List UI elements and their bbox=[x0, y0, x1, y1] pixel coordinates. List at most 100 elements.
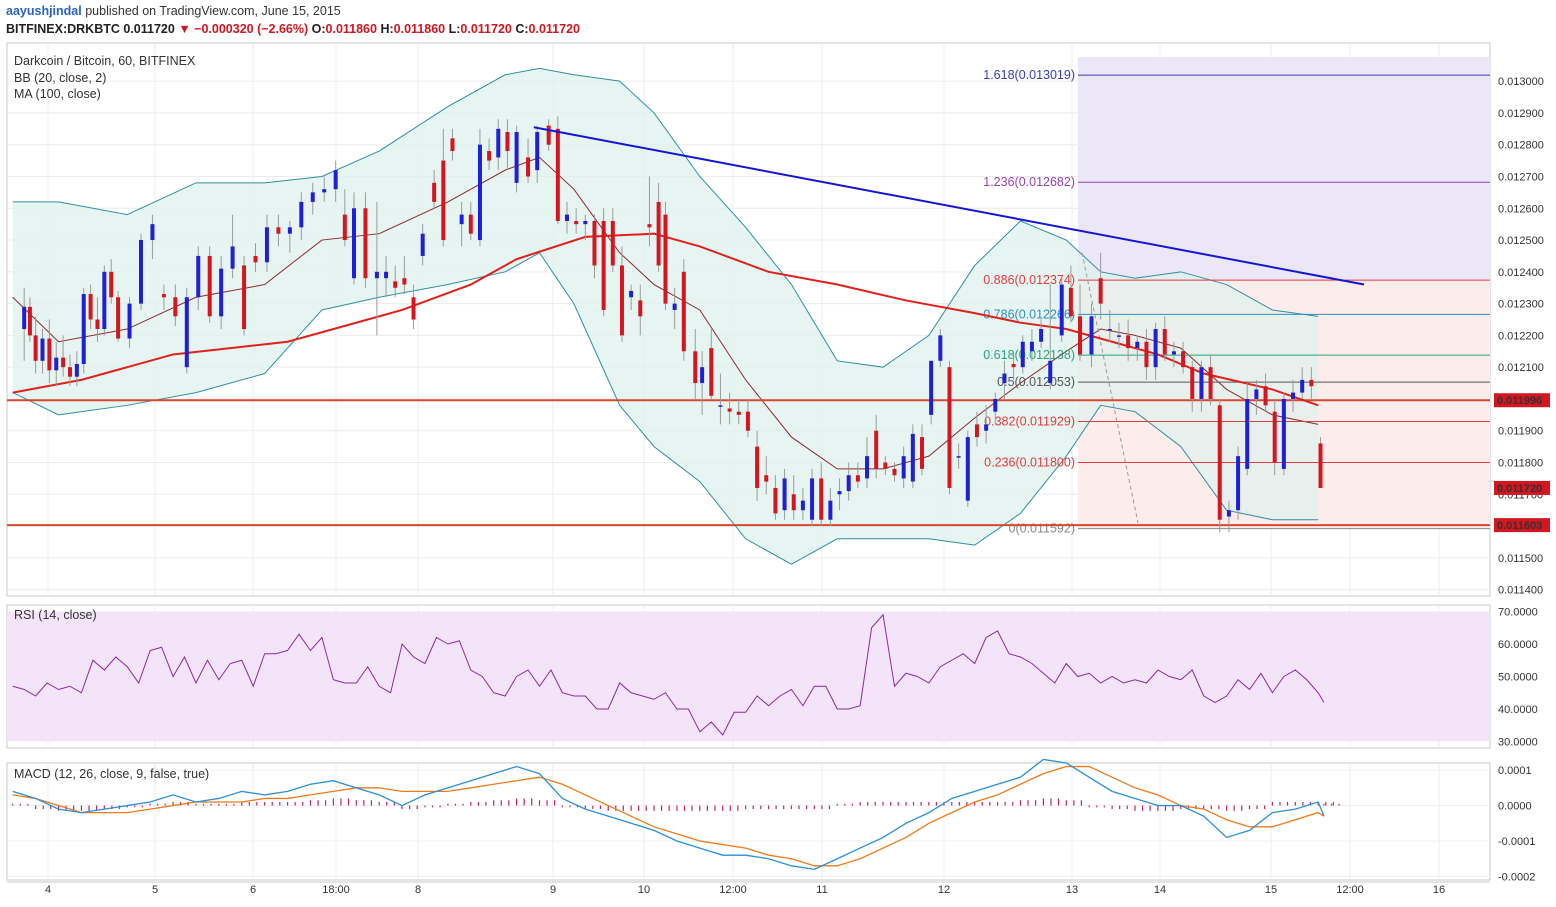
candle-body bbox=[1236, 456, 1241, 511]
candle-body bbox=[276, 227, 281, 234]
x-tick-label: 18:00 bbox=[322, 884, 350, 896]
candle-body bbox=[505, 131, 510, 152]
candle-body bbox=[33, 335, 38, 361]
candle-body bbox=[54, 357, 59, 371]
candle-body bbox=[196, 255, 201, 298]
candle-body bbox=[647, 224, 652, 228]
candle-body bbox=[1002, 373, 1007, 384]
fib-level-label: 0.382(0.011929) bbox=[984, 415, 1075, 429]
candle-body bbox=[322, 189, 327, 193]
candle-body bbox=[67, 367, 72, 377]
candle-body bbox=[1272, 411, 1277, 463]
candle-body bbox=[965, 437, 970, 501]
rsi-tick-label: 40.0000 bbox=[1498, 704, 1538, 716]
candle-body bbox=[535, 131, 540, 171]
candle-body bbox=[619, 265, 624, 336]
candle-body bbox=[800, 500, 805, 511]
candle-body bbox=[411, 297, 416, 320]
fib-level-label: 0.236(0.011800) bbox=[984, 456, 1075, 470]
candle-body bbox=[681, 271, 686, 352]
candle-body bbox=[736, 411, 741, 415]
candle-body bbox=[1068, 287, 1073, 317]
author-link[interactable]: aayushjindal bbox=[6, 4, 82, 18]
candle-body bbox=[947, 367, 952, 488]
candle-body bbox=[1245, 398, 1250, 469]
candle-body bbox=[663, 214, 668, 304]
candle-body bbox=[919, 437, 924, 469]
rsi-tick-label: 30.0000 bbox=[1498, 737, 1538, 749]
candle-body bbox=[384, 271, 389, 279]
candle-body bbox=[993, 398, 998, 412]
candle-body bbox=[374, 271, 379, 279]
candle-body bbox=[837, 491, 842, 495]
candle-body bbox=[184, 297, 189, 368]
fib-level-label: 1.236(0.012682) bbox=[983, 175, 1075, 189]
candle-body bbox=[892, 468, 897, 476]
candle-body bbox=[764, 475, 769, 482]
candle-body bbox=[420, 233, 425, 256]
x-tick-label: 9 bbox=[550, 884, 556, 896]
candle-body bbox=[40, 338, 45, 361]
candle-body bbox=[242, 265, 247, 330]
ohlc-high-key: H: bbox=[380, 22, 394, 36]
candle-body bbox=[1048, 360, 1053, 384]
candle-body bbox=[27, 306, 32, 336]
ohlc-close-value: 0.011720 bbox=[528, 22, 580, 36]
candle-body bbox=[1281, 398, 1286, 469]
candle-body bbox=[1263, 386, 1268, 406]
candle-body bbox=[342, 214, 347, 241]
candle-body bbox=[264, 227, 269, 263]
candle-body bbox=[1254, 389, 1259, 399]
candle-body bbox=[459, 214, 464, 225]
x-tick-label: 12:00 bbox=[719, 884, 747, 896]
x-tick-label: 10 bbox=[638, 884, 650, 896]
candle-body bbox=[564, 214, 569, 221]
candle-body bbox=[846, 475, 851, 492]
publish-info: published on TradingView.com, June 15, 2… bbox=[85, 4, 341, 18]
candle-body bbox=[477, 144, 482, 241]
macd-tick-label: 0.0000 bbox=[1498, 801, 1532, 813]
candle-body bbox=[74, 363, 79, 377]
chart-header: aayushjindal published on TradingView.co… bbox=[0, 0, 1556, 40]
candle-body bbox=[287, 227, 292, 234]
candle-body bbox=[310, 192, 315, 202]
macd-pane[interactable] bbox=[12, 758, 1340, 871]
candle-body bbox=[910, 433, 915, 482]
y-tick-label: 0.012300 bbox=[1498, 299, 1544, 311]
candle-body bbox=[1226, 510, 1231, 517]
macd-tick-label: -0.0002 bbox=[1498, 871, 1535, 883]
candle-body bbox=[745, 411, 750, 431]
y-tick-label: 0.012600 bbox=[1498, 203, 1544, 215]
price-pane[interactable]: 1.618(0.013019) 1.236(0.012682) 0.886(0.01… bbox=[7, 57, 1490, 565]
last-price: 0.011720 bbox=[123, 22, 175, 36]
candle-body bbox=[1291, 392, 1296, 399]
candle-body bbox=[938, 335, 943, 361]
candle-body bbox=[109, 271, 114, 298]
x-tick-label: 14 bbox=[1154, 884, 1166, 896]
bollinger-basis bbox=[12, 156, 1319, 470]
candle-body bbox=[173, 297, 178, 317]
price-tag bbox=[1494, 480, 1550, 495]
fib-connector-line bbox=[1081, 252, 1139, 524]
x-tick-label: 12 bbox=[938, 884, 950, 896]
candle-body bbox=[1208, 367, 1213, 399]
candle-body bbox=[874, 430, 879, 469]
candle-body bbox=[1171, 351, 1176, 355]
y-tick-label: 0.011500 bbox=[1498, 553, 1543, 565]
rsi-pane[interactable] bbox=[7, 611, 1490, 742]
candle-body bbox=[441, 160, 446, 241]
macd-title: MACD (12, 26, close, 9, false, true) bbox=[14, 767, 209, 781]
symbol-label: BITFINEX:DRKBTC bbox=[6, 22, 120, 36]
candle-body bbox=[207, 255, 212, 317]
fib-level-label: 1.618(0.013019) bbox=[983, 68, 1075, 82]
y-tick-label: 0.012500 bbox=[1498, 235, 1544, 247]
candle-body bbox=[592, 220, 597, 266]
ohlc-open-value: 0.011860 bbox=[325, 22, 377, 36]
candle-body bbox=[1059, 284, 1064, 336]
axes-layer: 4 5 6 18:00 8 9 10 12:00 11 12 13 14 15 12:00 16 0.0114… bbox=[7, 76, 1550, 896]
chart-title: Darkcoin / Bitcoin, 60, BITFINEX bbox=[14, 54, 196, 68]
macd-signal-line bbox=[12, 765, 1325, 867]
candle-body bbox=[1089, 316, 1094, 355]
candle-body bbox=[700, 367, 705, 384]
